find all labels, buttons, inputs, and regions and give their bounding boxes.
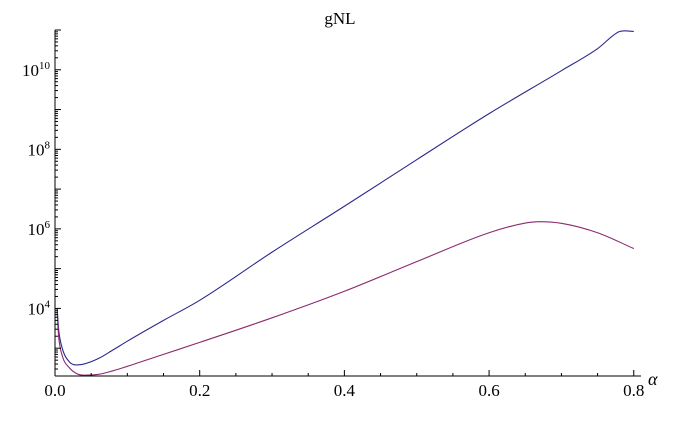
chart-title: gNL	[324, 9, 355, 28]
series-line-2	[56, 221, 634, 376]
x-tick-label: 0.0	[44, 381, 65, 400]
y-tick-label: 104	[28, 298, 51, 318]
y-tick-label: 108	[28, 139, 51, 159]
x-axis-label: α	[648, 369, 658, 389]
x-tick-label: 0.6	[478, 381, 499, 400]
x-tick-label: 0.2	[189, 381, 210, 400]
x-tick-label: 0.4	[334, 381, 356, 400]
y-tick-label: 106	[28, 219, 51, 239]
axes-layer: 0.0 0.2 0.4 0.6 0.8 104 106 108 1010	[22, 29, 644, 400]
series-layer	[56, 30, 634, 376]
y-tick-label: 1010	[22, 60, 51, 80]
series-line-1	[56, 30, 634, 366]
x-tick-label: 0.8	[623, 381, 644, 400]
